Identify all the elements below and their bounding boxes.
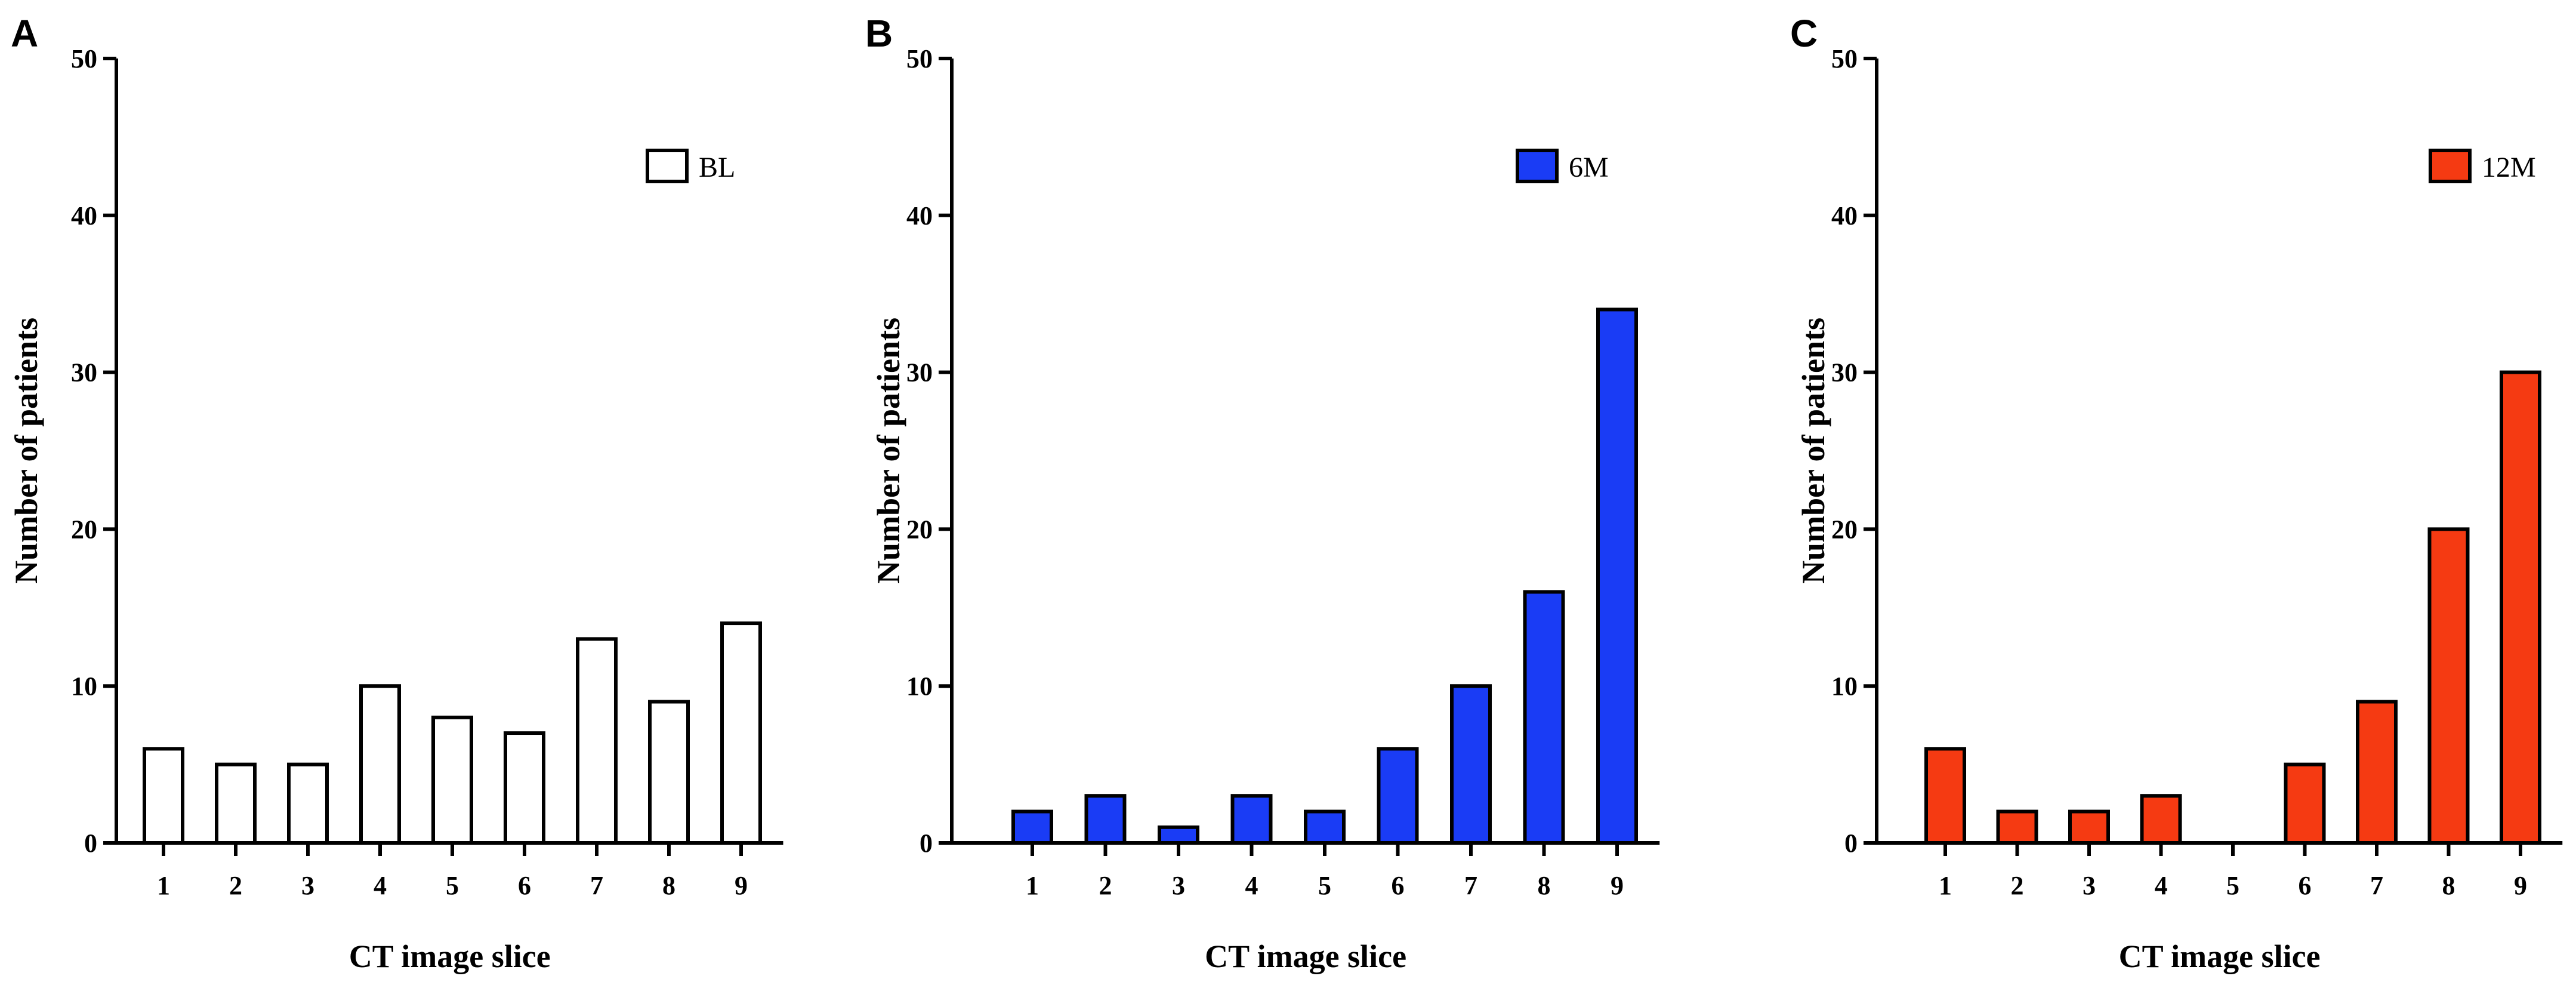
x-axis-title: CT image slice [349,938,551,974]
chart-panel-a: A 0 10 20 30 40 50 1 2 3 4 5 6 7 8 9 CT image slice Numbe… [8,12,783,974]
bar [1011,809,1053,845]
chart-panel-b: B 0 10 20 30 40 50 1 2 3 4 5 6 7 8 9 CT image slice Numbe… [865,12,1660,974]
bar [1450,684,1492,845]
bar [359,684,401,845]
y-axis-title: Number of patients [1796,318,1831,584]
y-tick-label: 20 [1831,515,1858,544]
x-tick-label: 8 [1538,871,1551,900]
bar [1230,794,1273,845]
x-axis-title: CT image slice [2119,938,2321,974]
panel-letter: A [11,12,38,55]
x-tick-label: 8 [662,871,675,900]
legend-swatch [1516,149,1559,183]
panel-letter: C [1790,12,1818,55]
y-tick-label: 0 [920,829,933,858]
y-tick-label: 20 [71,515,97,544]
bar [2356,700,2398,845]
panel-letter: B [865,12,893,55]
bar [1996,809,2038,845]
x-tick-label: 3 [2083,871,2096,900]
bar [1158,825,1199,845]
bar [2427,527,2470,845]
x-tick-label: 6 [1392,871,1405,900]
y-tick-label: 10 [1831,672,1858,701]
x-tick-label: 2 [229,871,242,900]
x-tick-label: 6 [2299,871,2312,900]
y-tick-label: 0 [1844,829,1858,858]
x-tick-label: 7 [2370,871,2383,900]
y-tick-label: 10 [906,672,933,701]
y-tick-label: 10 [71,672,97,701]
legend-label: BL [699,152,735,183]
x-tick-label: 9 [735,871,748,900]
y-tick-label: 50 [906,44,933,73]
bar [1924,747,1966,845]
legend-label: 12M [2482,152,2536,183]
x-tick-label: 1 [1939,871,1952,900]
bar [2284,762,2326,845]
bar [2140,794,2182,845]
y-tick-label: 50 [1831,44,1858,73]
bar [1304,809,1346,845]
x-axis-title: CT image slice [1205,938,1406,974]
x-tick-label: 6 [518,871,531,900]
bar [2500,370,2541,845]
y-axis-title: Number of patients [871,318,906,584]
y-tick-label: 30 [906,358,933,387]
x-tick-label: 4 [1245,871,1258,900]
x-tick-label: 3 [301,871,314,900]
x-tick-label: 7 [590,871,603,900]
legend-swatch [646,149,689,183]
y-tick-label: 40 [71,201,97,230]
bar [1596,307,1638,845]
x-tick-label: 9 [1611,871,1624,900]
y-tick-label: 20 [906,515,933,544]
legend-label: 6M [1569,152,1609,183]
x-tick-label: 4 [2155,871,2168,900]
bar [2068,809,2110,845]
x-tick-label: 4 [374,871,387,900]
y-tick-label: 50 [71,44,97,73]
x-tick-label: 7 [1464,871,1477,900]
y-tick-label: 40 [1831,201,1858,230]
bar [215,762,257,845]
bar [143,747,184,845]
x-tick-label: 8 [2442,871,2455,900]
bar [720,621,762,845]
x-tick-label: 3 [1172,871,1185,900]
bar [504,731,545,845]
y-tick-label: 30 [1831,358,1858,387]
chart-panel-c: C 0 10 20 30 40 50 1 2 3 4 5 6 7 8 9 CT image slice Numbe… [1790,12,2563,974]
legend-swatch [2429,149,2472,183]
x-tick-label: 5 [446,871,459,900]
bar [1523,590,1565,845]
y-tick-label: 0 [84,829,97,858]
x-tick-label: 1 [1026,871,1039,900]
y-axis-title: Number of patients [8,318,44,584]
bar [287,762,329,845]
bar [1377,747,1419,845]
x-tick-label: 1 [157,871,170,900]
x-tick-label: 9 [2514,871,2527,900]
y-tick-label: 40 [906,201,933,230]
x-tick-label: 5 [2226,871,2239,900]
y-tick-label: 30 [71,358,97,387]
x-tick-label: 2 [1099,871,1112,900]
bar [431,715,473,845]
x-tick-label: 5 [1318,871,1331,900]
bar [1084,794,1127,845]
x-tick-label: 2 [2011,871,2024,900]
bar [576,637,618,845]
bar [648,700,690,845]
